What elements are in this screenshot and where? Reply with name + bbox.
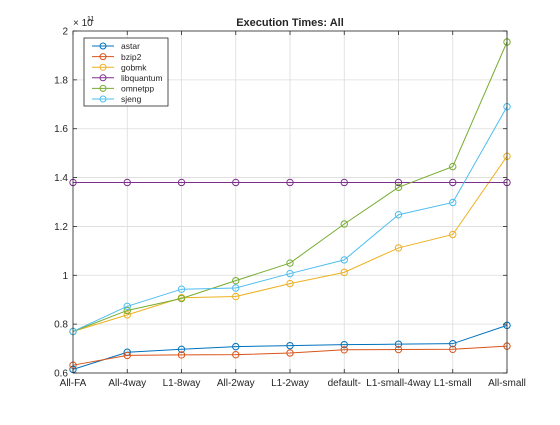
data-point-bzip2 bbox=[340, 346, 348, 354]
data-point-omnetpp bbox=[123, 306, 131, 315]
series-sjeng bbox=[69, 103, 511, 336]
data-point-omnetpp bbox=[449, 162, 457, 171]
y-tick-label: 0.6 bbox=[54, 369, 68, 380]
x-tick-label: L1-2way bbox=[271, 378, 309, 389]
data-point-libquantum bbox=[286, 178, 294, 187]
y-tick-label: 1.4 bbox=[54, 173, 68, 184]
series-omnetpp bbox=[69, 38, 511, 336]
data-point-astar bbox=[232, 342, 240, 351]
legend-marker-libquantum bbox=[99, 74, 107, 82]
data-point-astar bbox=[286, 341, 294, 350]
data-point-sjeng bbox=[177, 285, 186, 293]
data-point-gobmk bbox=[394, 244, 403, 252]
series-line-omnetpp bbox=[72, 41, 508, 332]
x-tick-label: L1-8way bbox=[163, 378, 201, 389]
x-tick-label: All-FA bbox=[60, 378, 87, 389]
data-point-omnetpp bbox=[394, 183, 403, 192]
x-tick-label: All-small bbox=[488, 378, 526, 389]
data-point-gobmk bbox=[123, 311, 131, 319]
series-line-astar bbox=[72, 324, 508, 370]
legend-label-libquantum: libquantum bbox=[121, 73, 163, 83]
legend-label-sjeng: sjeng bbox=[121, 94, 142, 104]
data-point-bzip2 bbox=[232, 350, 240, 359]
series-line-gobmk bbox=[72, 156, 508, 332]
legend-marker-sjeng bbox=[99, 95, 107, 103]
axis-ticks bbox=[72, 30, 508, 374]
data-point-omnetpp bbox=[340, 220, 348, 228]
data-point-libquantum bbox=[394, 178, 403, 187]
data-point-sjeng bbox=[449, 198, 457, 207]
x-tick-label: L1-small-4way bbox=[366, 378, 430, 389]
legend-marker-astar bbox=[99, 42, 107, 50]
legend-marker-bzip2 bbox=[99, 53, 107, 61]
data-point-bzip2 bbox=[177, 351, 186, 359]
data-point-sjeng bbox=[123, 302, 131, 311]
data-point-sjeng bbox=[394, 211, 403, 219]
x-tick-label: L1-small bbox=[434, 378, 472, 389]
y-exponent-base: × 10 bbox=[73, 18, 93, 29]
legend-marker-gobmk bbox=[99, 63, 107, 71]
series-layer bbox=[69, 38, 511, 374]
series-line-bzip2 bbox=[72, 345, 508, 366]
y-tick-label: 0.8 bbox=[54, 320, 68, 331]
legend-box bbox=[83, 37, 169, 107]
legend-label-astar: astar bbox=[121, 41, 140, 51]
data-point-sjeng bbox=[232, 284, 240, 292]
data-point-bzip2 bbox=[394, 345, 403, 354]
x-tick-label: All-4way bbox=[108, 378, 146, 389]
legend-label-bzip2: bzip2 bbox=[121, 52, 142, 62]
y-tick-label: 1 bbox=[62, 271, 68, 282]
data-point-gobmk bbox=[286, 279, 294, 288]
data-point-astar bbox=[177, 345, 186, 354]
y-tick-label: 2 bbox=[62, 27, 68, 38]
data-point-bzip2 bbox=[449, 345, 457, 354]
data-point-sjeng bbox=[340, 256, 348, 264]
data-point-bzip2 bbox=[286, 349, 294, 357]
x-tick-label: All-2way bbox=[217, 378, 255, 389]
data-point-bzip2 bbox=[123, 351, 131, 360]
y-tick-label: 1.8 bbox=[54, 75, 68, 86]
data-point-astar bbox=[394, 340, 403, 348]
data-point-libquantum bbox=[449, 178, 457, 187]
legend-label-gobmk: gobmk bbox=[121, 62, 147, 72]
data-point-omnetpp bbox=[286, 259, 294, 267]
y-tick-label: 1.2 bbox=[54, 222, 68, 233]
data-point-omnetpp bbox=[232, 276, 240, 285]
legend-label-omnetpp: omnetpp bbox=[121, 84, 154, 94]
data-point-gobmk bbox=[340, 268, 348, 277]
data-point-libquantum bbox=[177, 178, 186, 187]
legend-marker-omnetpp bbox=[99, 84, 107, 92]
data-point-astar bbox=[340, 340, 348, 349]
chart-title: Execution Times: All bbox=[236, 17, 344, 29]
y-exponent-power: 11 bbox=[87, 16, 94, 23]
x-tick-label: default- bbox=[328, 378, 361, 389]
tick-labels: All-FA All-4way L1-8way All-2way L1-2way defa… bbox=[54, 27, 526, 390]
y-tick-label: 1.6 bbox=[54, 124, 68, 135]
data-point-libquantum bbox=[340, 178, 348, 187]
data-point-omnetpp bbox=[177, 294, 186, 303]
data-point-sjeng bbox=[286, 269, 294, 278]
series-line-sjeng bbox=[72, 106, 508, 332]
data-point-astar bbox=[449, 339, 457, 348]
data-point-libquantum bbox=[232, 178, 240, 187]
data-point-gobmk bbox=[232, 292, 240, 301]
data-point-gobmk bbox=[449, 230, 457, 239]
data-point-libquantum bbox=[123, 178, 131, 187]
